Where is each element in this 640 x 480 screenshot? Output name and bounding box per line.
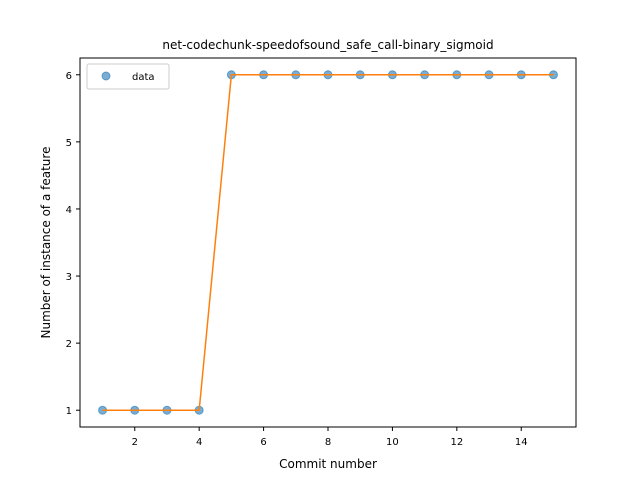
chart-title: net-codechunk-speedofsound_safe_call-bin… [162, 38, 493, 52]
y-tick-label: 6 [66, 71, 72, 82]
x-tick-label: 4 [196, 437, 202, 448]
y-tick-label: 3 [66, 272, 72, 283]
y-tick-label: 5 [66, 138, 72, 149]
x-axis-title: Commit number [279, 457, 377, 471]
y-tick-label: 2 [66, 339, 72, 350]
x-tick-label: 6 [260, 437, 266, 448]
x-tick-label: 14 [515, 437, 528, 448]
legend-box [87, 64, 169, 89]
x-tick-label: 10 [386, 437, 399, 448]
x-tick-label: 12 [450, 437, 463, 448]
legend: data [87, 64, 169, 89]
x-tick-label: 8 [325, 437, 331, 448]
y-axis-title: Number of instance of a feature [39, 147, 53, 339]
y-tick-label: 4 [66, 205, 72, 216]
y-tick-label: 1 [66, 406, 72, 417]
x-tick-label: 2 [132, 437, 138, 448]
legend-label: data [132, 72, 155, 83]
legend-marker [102, 72, 110, 80]
